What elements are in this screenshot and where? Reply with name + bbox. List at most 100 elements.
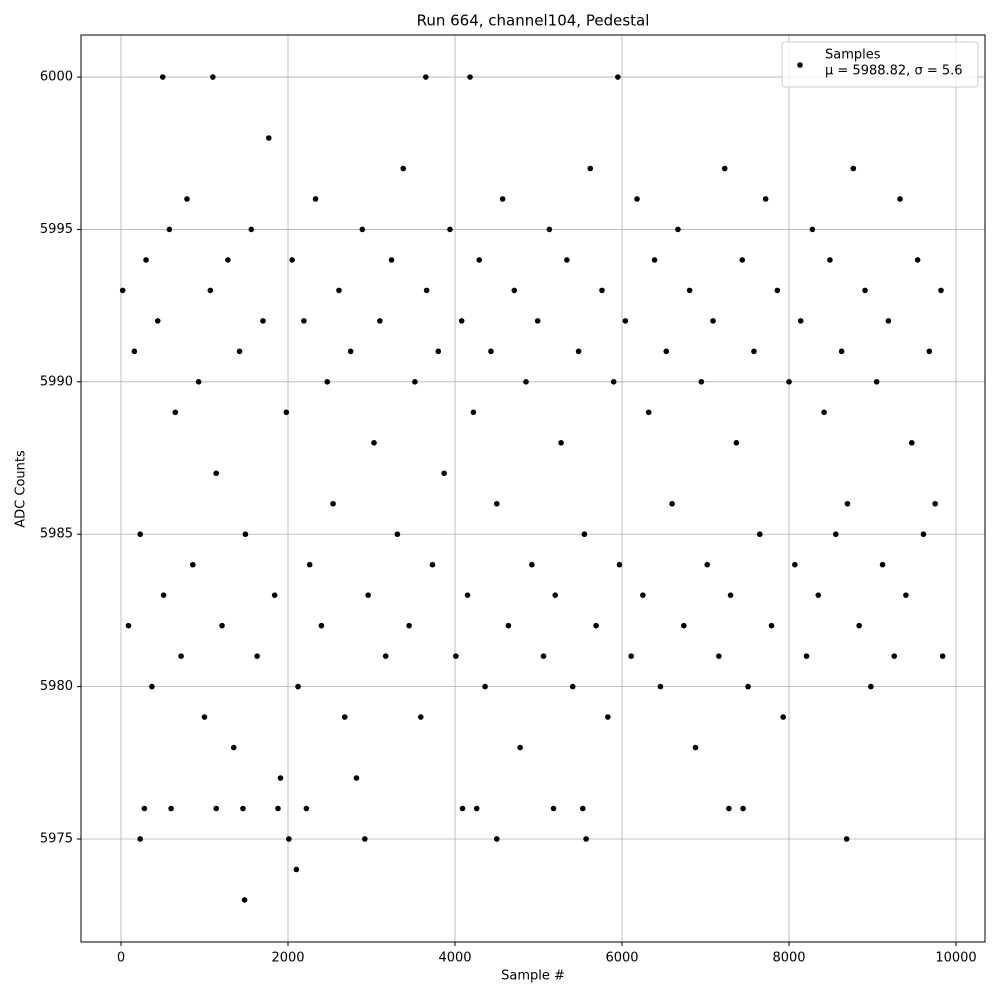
point [926,348,933,355]
point [159,74,166,80]
point [275,805,281,812]
point [476,257,483,263]
point [511,287,518,294]
point [289,257,295,263]
point [473,805,480,812]
point [318,622,325,629]
point [716,653,722,659]
point [897,196,903,202]
point [143,257,149,263]
point [704,561,710,568]
point [195,379,202,385]
point [429,561,436,568]
point [388,257,395,263]
y-tick-label: 5985 [40,527,73,542]
point [645,409,652,416]
point [493,836,500,842]
point [821,409,827,416]
point [873,379,880,385]
legend-box [781,41,979,88]
point [657,683,664,690]
legend-marker [797,62,803,68]
point [721,165,728,172]
point [529,561,535,568]
point [523,379,529,385]
point [868,683,874,690]
point [406,622,412,629]
y-tick-label: 6000 [40,70,73,85]
point [377,318,383,324]
point [453,653,459,659]
point [540,653,547,659]
point [692,744,699,751]
point [353,775,360,781]
x-tick-label: 2000 [271,951,304,966]
point [201,714,208,720]
point [838,348,845,355]
point [359,226,366,233]
plot-frame [80,34,986,943]
y-tick-label: 5980 [40,679,73,694]
point [178,653,184,659]
point [797,318,804,324]
point [336,287,342,294]
point [230,744,237,751]
point [651,257,658,263]
x-tick-label: 10000 [935,951,976,966]
point [739,257,746,263]
point [467,74,473,80]
point [166,226,173,233]
point [441,470,447,477]
point [213,470,219,477]
point [832,531,839,538]
point [698,379,705,385]
point [815,592,822,598]
point [593,622,599,629]
point [550,805,557,812]
point [914,257,921,263]
point [141,805,148,812]
point [260,318,266,324]
point [932,500,938,507]
point [517,744,523,751]
point [792,561,798,568]
point [552,592,559,598]
point [154,318,161,324]
point [920,531,927,538]
point [295,683,301,690]
point [599,287,605,294]
point [768,622,775,629]
point [271,592,278,598]
chart-title: Run 664, channel104, Pedestal [417,12,650,30]
point [903,592,909,598]
point [885,318,892,324]
point [710,318,716,324]
point [939,653,946,659]
point [569,683,576,690]
point [786,379,792,385]
point [277,775,284,781]
point [347,348,354,355]
point [726,805,732,812]
point [780,714,786,720]
point [850,165,857,172]
point [330,500,336,507]
point [265,135,272,141]
point [727,592,734,598]
x-tick-label: 0 [117,951,125,966]
point [131,348,138,355]
point [628,653,634,659]
point [371,439,377,446]
point [605,714,611,720]
point [382,653,389,659]
point [241,897,248,903]
point [125,622,132,629]
legend-note: μ = 5988.82, σ = 5.6 [825,64,963,79]
point [908,439,915,446]
point [610,379,617,385]
point [583,836,589,842]
point [938,287,944,294]
point [844,500,851,507]
point [137,836,144,842]
point [293,866,300,873]
